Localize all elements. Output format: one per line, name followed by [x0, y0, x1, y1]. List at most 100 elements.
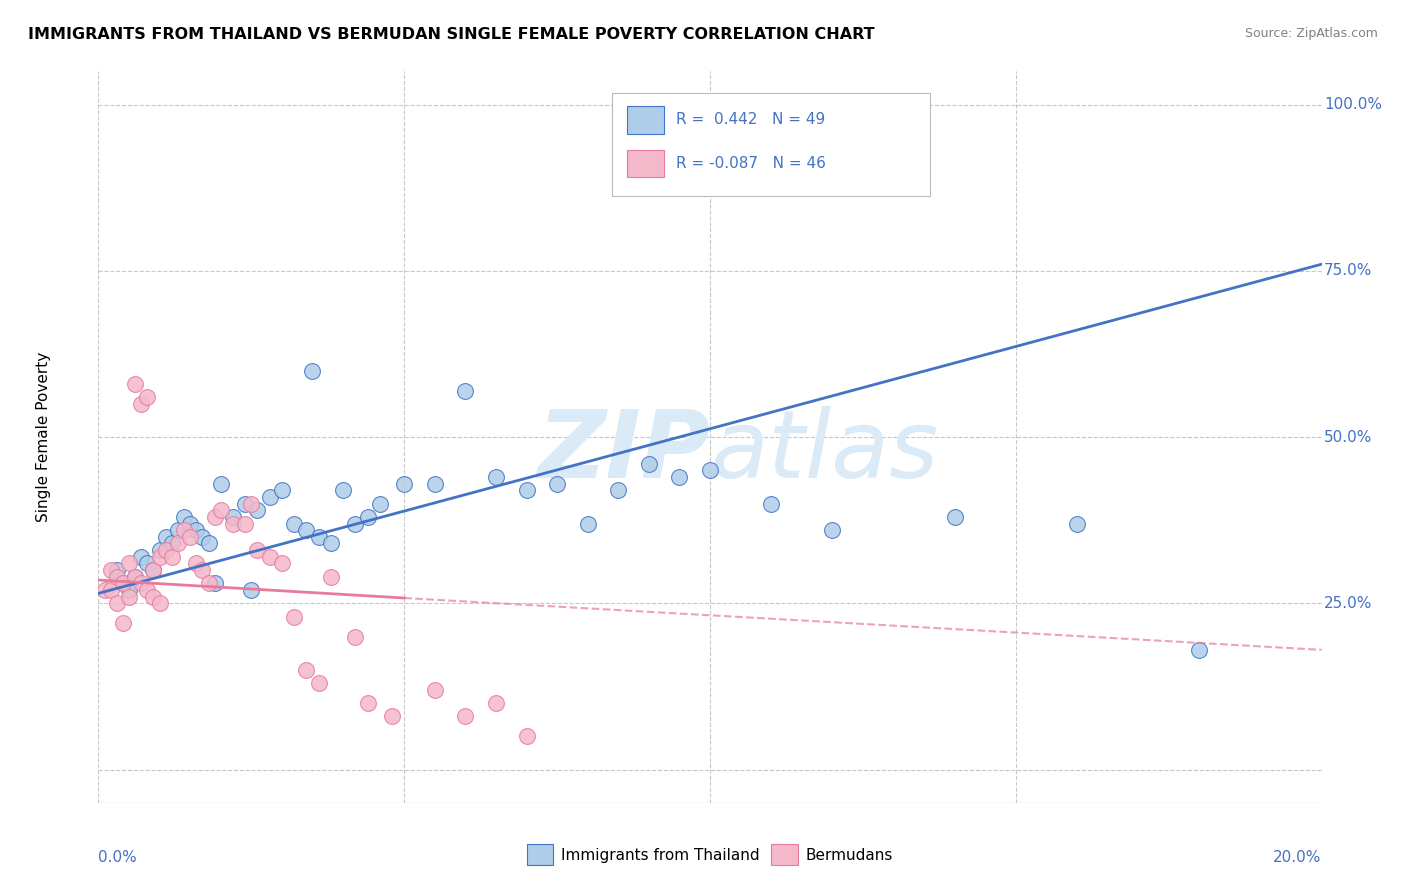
Point [283, 516, 305, 531]
Text: atlas: atlas [710, 406, 938, 497]
Point [356, 509, 378, 524]
Text: ZIP: ZIP [537, 406, 710, 498]
Text: 50.0%: 50.0% [1324, 430, 1372, 444]
Point [233, 516, 256, 531]
Point [155, 530, 177, 544]
Point [149, 549, 172, 564]
Point [344, 630, 367, 644]
Point [173, 509, 195, 524]
Point [118, 590, 141, 604]
Point [173, 523, 195, 537]
Text: R = -0.087   N = 46: R = -0.087 N = 46 [676, 156, 825, 171]
Point [308, 676, 330, 690]
Point [105, 563, 128, 577]
Point [118, 582, 141, 597]
Text: IMMIGRANTS FROM THAILAND VS BERMUDAN SINGLE FEMALE POVERTY CORRELATION CHART: IMMIGRANTS FROM THAILAND VS BERMUDAN SIN… [28, 27, 875, 42]
Bar [526, 845, 554, 865]
Point [1066, 516, 1088, 531]
Text: 20.0%: 20.0% [1274, 850, 1322, 865]
Point [546, 476, 568, 491]
Text: Bermudans: Bermudans [806, 848, 893, 863]
Point [319, 570, 342, 584]
Point [105, 596, 128, 610]
Point [111, 576, 134, 591]
Point [283, 609, 305, 624]
Point [149, 543, 172, 558]
Point [423, 476, 446, 491]
Point [100, 582, 122, 597]
Point [943, 509, 966, 524]
Point [332, 483, 354, 498]
Point [516, 729, 538, 743]
Point [576, 516, 599, 531]
Point [270, 483, 292, 498]
Point [485, 696, 508, 710]
Point [308, 530, 330, 544]
Point [197, 576, 219, 591]
Point [209, 503, 232, 517]
Point [167, 536, 190, 550]
Text: 100.0%: 100.0% [1324, 97, 1382, 112]
Point [259, 490, 281, 504]
Point [136, 557, 159, 571]
Point [699, 463, 721, 477]
Point [240, 582, 263, 597]
Text: 0.0%: 0.0% [98, 850, 138, 865]
Point [100, 563, 122, 577]
Point [607, 483, 630, 498]
Point [197, 536, 219, 550]
Point [240, 497, 263, 511]
Point [142, 563, 165, 577]
Point [105, 570, 128, 584]
Point [759, 497, 782, 511]
Point [668, 470, 690, 484]
Point [155, 543, 177, 558]
Point [259, 549, 281, 564]
Point [204, 509, 226, 524]
Text: 75.0%: 75.0% [1324, 263, 1372, 278]
Point [129, 397, 152, 411]
Bar [772, 845, 799, 865]
Text: Immigrants from Thailand: Immigrants from Thailand [561, 848, 759, 863]
Point [356, 696, 378, 710]
Text: 25.0%: 25.0% [1324, 596, 1372, 611]
Point [204, 576, 226, 591]
Point [186, 523, 208, 537]
Point [295, 663, 318, 677]
Point [319, 536, 342, 550]
Point [392, 476, 416, 491]
Point [454, 709, 477, 723]
Point [270, 557, 292, 571]
Point [381, 709, 404, 723]
Point [191, 563, 214, 577]
Point [111, 616, 134, 631]
Point [160, 549, 183, 564]
Point [124, 570, 146, 584]
Point [167, 523, 190, 537]
Point [209, 476, 232, 491]
Point [124, 376, 146, 391]
Point [124, 570, 146, 584]
Point [222, 509, 245, 524]
Text: R =  0.442   N = 49: R = 0.442 N = 49 [676, 112, 825, 128]
Point [222, 516, 245, 531]
Point [454, 384, 477, 398]
Point [516, 483, 538, 498]
Point [191, 530, 214, 544]
Point [142, 590, 165, 604]
Point [821, 523, 844, 537]
Point [179, 530, 201, 544]
Point [136, 582, 159, 597]
Point [186, 557, 208, 571]
Point [637, 457, 661, 471]
Point [368, 497, 391, 511]
Point [142, 563, 165, 577]
Point [246, 503, 269, 517]
FancyBboxPatch shape [612, 94, 931, 195]
Point [485, 470, 508, 484]
Point [136, 390, 159, 404]
Point [295, 523, 318, 537]
Point [423, 682, 446, 697]
Point [301, 363, 323, 377]
Point [129, 576, 152, 591]
